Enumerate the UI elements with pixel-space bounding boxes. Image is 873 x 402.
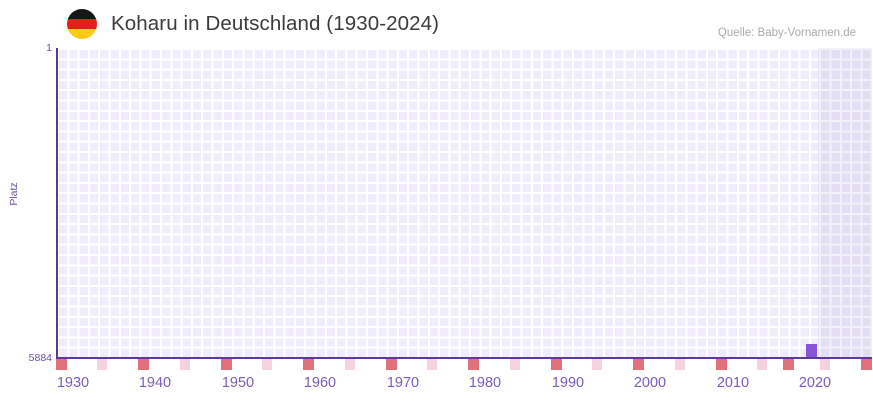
x-axis-tick-2000: 2000 xyxy=(633,375,667,391)
x-axis-marker-4 xyxy=(221,359,232,370)
x-axis-tick-1930: 1930 xyxy=(56,375,90,391)
x-axis-marker-2 xyxy=(138,359,149,370)
x-axis-tick-2010: 2010 xyxy=(716,375,750,391)
y-axis-tick-top: 1 xyxy=(46,42,52,54)
x-axis-tick-2020: 2020 xyxy=(798,375,832,391)
x-axis-line xyxy=(56,357,872,359)
x-axis-marker-9 xyxy=(427,359,437,370)
x-axis-marker-11 xyxy=(510,359,520,370)
x-axis-tick-1950: 1950 xyxy=(221,375,255,391)
chart-title: Koharu in Deutschland (1930-2024) xyxy=(111,12,440,35)
x-axis-marker-6 xyxy=(303,359,314,370)
x-axis-marker-1 xyxy=(97,359,107,370)
x-axis-marker-7 xyxy=(345,359,355,370)
x-axis-tick-1940: 1940 xyxy=(138,375,172,391)
x-axis-marker-15 xyxy=(675,359,685,370)
bar-2022[interactable] xyxy=(806,344,817,358)
flag-band-gold xyxy=(67,28,97,39)
german-flag-icon xyxy=(67,9,97,39)
x-axis-tick-1960: 1960 xyxy=(303,375,337,391)
x-axis-marker-14 xyxy=(633,359,644,370)
x-axis-marker-20 xyxy=(861,359,872,370)
x-axis-marker-16 xyxy=(716,359,727,370)
flag-band-black xyxy=(67,9,97,19)
x-axis-marker-17 xyxy=(757,359,767,370)
x-axis-marker-0 xyxy=(56,359,67,370)
flag-band-red xyxy=(67,18,97,29)
x-axis-marker-3 xyxy=(180,359,190,370)
x-axis-marker-10 xyxy=(468,359,479,370)
recent-years-shading xyxy=(818,48,872,358)
source-attribution: Quelle: Baby-Vornamen.de xyxy=(717,27,856,39)
x-axis-marker-13 xyxy=(592,359,602,370)
x-axis-marker-18 xyxy=(783,359,794,370)
x-axis-tick-1990: 1990 xyxy=(551,375,585,391)
x-axis-marker-12 xyxy=(551,359,562,370)
x-axis-marker-19 xyxy=(820,359,830,370)
plot-area xyxy=(57,48,872,358)
x-axis-tick-1970: 1970 xyxy=(386,375,420,391)
y-axis-line xyxy=(56,48,58,359)
y-axis-tick-bottom: 5884 xyxy=(28,352,52,364)
x-axis-tick-1980: 1980 xyxy=(468,375,502,391)
x-axis-marker-8 xyxy=(386,359,397,370)
x-axis-marker-5 xyxy=(262,359,272,370)
y-axis-title: Platz xyxy=(8,182,20,206)
